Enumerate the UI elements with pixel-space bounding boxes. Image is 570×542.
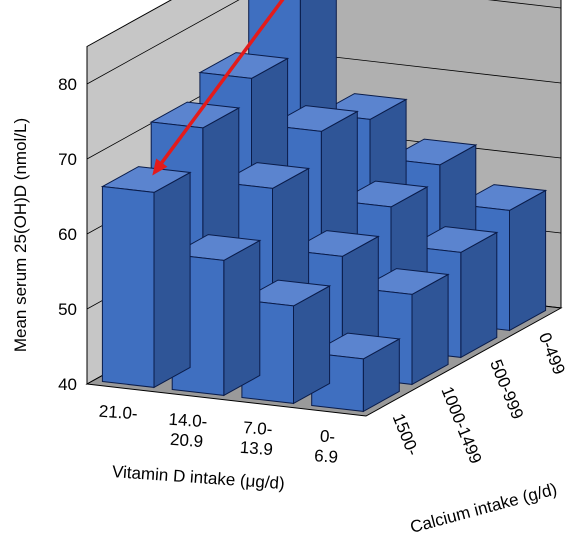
y-tick-label: 60 [58, 225, 77, 244]
bar-side [509, 189, 547, 332]
y-axis-tick-labels: 40 50 60 70 80 [58, 75, 77, 394]
z-tick-label: 0-499 [535, 330, 569, 377]
bar-series [100, 0, 548, 413]
bar-side [460, 231, 498, 359]
z-tick-label: 1500- [389, 411, 423, 458]
y-axis-title: Mean serum 25(OH)D (nmol/L) [11, 118, 30, 352]
y-tick-label: 80 [58, 75, 77, 94]
bar-front [101, 185, 155, 388]
y-tick-label: 70 [58, 150, 77, 169]
z-tick-label: 500-999 [486, 357, 527, 422]
trend-arrow-head [152, 158, 168, 176]
x-tick-label: 14.0-20.9 [167, 410, 208, 452]
trend-arrow [152, 0, 285, 176]
bar-side [223, 239, 261, 397]
trend-arrow-shaft [160, 0, 285, 164]
x-tick-label: 0-6.9 [314, 426, 340, 467]
x-tick-label: 21.0- [98, 402, 138, 424]
y-tick-label: 40 [58, 375, 77, 394]
x-axis-title: Vitamin D intake (μg/d) [111, 462, 285, 493]
gridline [86, 0, 562, 85]
bar-side [293, 285, 331, 405]
y-tick-label: 50 [58, 300, 77, 319]
x-tick-label: 7.0-13.9 [239, 418, 275, 459]
x-axis-tick-labels: 21.0- 14.0-20.9 7.0-13.9 0-6.9 [98, 402, 340, 467]
z-tick-label: 1000-1499 [437, 384, 485, 467]
bar [100, 166, 192, 389]
bar-side [153, 171, 191, 389]
z-axis-title: Calcium intake (g/d) [408, 479, 559, 536]
